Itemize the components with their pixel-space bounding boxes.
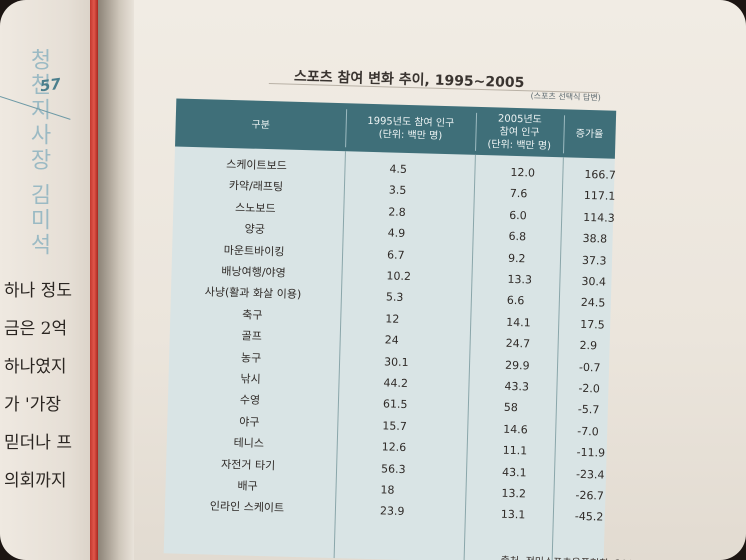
rate-cell: -45.2 — [574, 510, 604, 524]
rate-cell: 2.9 — [579, 339, 598, 353]
data-table: 구분 1995년도 참여 인구 (단위: 백만 명) 2005년도 참여 인구 … — [163, 98, 617, 560]
value-2005-cell: 29.9 — [504, 358, 530, 373]
value-2005-cell: 6.8 — [508, 230, 527, 244]
rate-cell: 17.5 — [580, 317, 605, 332]
header-1995: 1995년도 참여 인구 (단위: 백만 명) — [367, 115, 455, 142]
value-2005-cell: 14.6 — [503, 422, 528, 437]
table-title: 스포츠 참여 변화 추이, 1995~2005 — [293, 68, 525, 92]
value-2005-cell: 13.2 — [501, 486, 527, 501]
value-1995-cell: 10.2 — [386, 269, 412, 284]
header-2005: 2005년도 참여 인구 (단위: 백만 명) — [487, 112, 552, 152]
rate-cell: -0.7 — [578, 360, 601, 375]
value-1995-cell: 12 — [385, 312, 400, 326]
value-2005-cell: 13.1 — [500, 508, 526, 522]
value-2005-cell: 13.3 — [507, 272, 533, 287]
value-2005-cell: 58 — [503, 401, 519, 415]
rate-cell: -2.0 — [578, 381, 601, 396]
value-1995-cell: 4.5 — [389, 162, 408, 176]
value-1995-cell: 15.7 — [382, 419, 407, 433]
table-note: (스포츠 선택식 답변) — [530, 91, 601, 103]
value-1995-cell: 5.3 — [385, 290, 404, 305]
left-line: 가 '가장 — [4, 395, 61, 415]
left-line: 믿더나 프 — [4, 433, 72, 453]
rate-cell: 166.7 — [584, 167, 617, 182]
value-2005-cell: 12.0 — [510, 165, 536, 180]
value-2005-cell: 14.1 — [506, 315, 531, 330]
left-line: 하나였지 — [4, 357, 67, 377]
page-number: 57 — [38, 74, 63, 96]
value-1995-cell: 44.2 — [383, 376, 409, 391]
rate-cell: -23.4 — [575, 467, 605, 482]
rate-cell: 37.3 — [581, 253, 607, 268]
rate-cell: 114.3 — [583, 210, 615, 225]
rate-cell: -7.0 — [577, 424, 599, 439]
value-1995-cell: 56.3 — [380, 461, 406, 476]
rate-cell: 30.4 — [581, 274, 607, 289]
value-1995-cell: 23.9 — [379, 504, 405, 519]
table-block: 스포츠 참여 변화 추이, 1995~2005 (스포츠 선택식 답변) 구분 … — [145, 40, 719, 560]
value-1995-cell: 2.8 — [388, 205, 406, 219]
table-header: 구분 1995년도 참여 인구 (단위: 백만 명) 2005년도 참여 인구 … — [175, 98, 617, 159]
rate-cell: -11.9 — [576, 445, 606, 460]
chapter-title: 청천지사장 김미석 — [26, 48, 51, 258]
header-category: 구분 — [251, 119, 271, 131]
rate-cell: 117.1 — [583, 189, 616, 204]
value-2005-cell: 11.1 — [502, 443, 528, 458]
value-1995-cell: 18 — [380, 483, 395, 497]
value-1995-cell: 4.9 — [387, 226, 406, 241]
value-2005-cell: 43.1 — [501, 465, 527, 479]
left-line: 의회까지 — [4, 471, 67, 491]
rate-cell: -5.7 — [577, 403, 600, 417]
value-2005-cell: 7.6 — [509, 187, 528, 201]
value-2005-cell: 9.2 — [507, 251, 526, 265]
sport-cell: 인라인 스케이트 — [209, 499, 285, 516]
left-line: 금은 2억 — [4, 319, 68, 339]
left-body-text: 하나 정도 금은 2억 하나였지 가 '가장 믿더나 프 의회까지 — [4, 272, 72, 500]
value-1995-cell: 12.6 — [381, 440, 407, 455]
left-line: 하나 정도 — [4, 281, 72, 301]
value-1995-cell: 24 — [384, 333, 399, 347]
value-1995-cell: 30.1 — [383, 354, 409, 369]
value-1995-cell: 61.5 — [382, 397, 408, 412]
rate-cell: -26.7 — [575, 488, 605, 503]
value-2005-cell: 24.7 — [505, 336, 531, 351]
value-1995-cell: 6.7 — [386, 248, 405, 262]
source-citation: 출처: 전미스포츠용품협회, 2006 — [500, 552, 640, 560]
page-gutter — [98, 0, 134, 560]
value-2005-cell: 6.0 — [509, 208, 527, 223]
value-2005-cell: 6.6 — [506, 294, 525, 308]
book-spine — [90, 0, 98, 560]
value-1995-cell: 3.5 — [388, 183, 407, 198]
left-page: 청천지사장 김미석 57 하나 정도 금은 2억 하나였지 가 '가장 믿더나 … — [0, 0, 96, 560]
value-2005-cell: 43.3 — [504, 379, 530, 394]
rate-cell: 24.5 — [580, 296, 606, 310]
rate-cell: 38.8 — [582, 232, 608, 246]
header-rate: 증가율 — [575, 128, 604, 140]
